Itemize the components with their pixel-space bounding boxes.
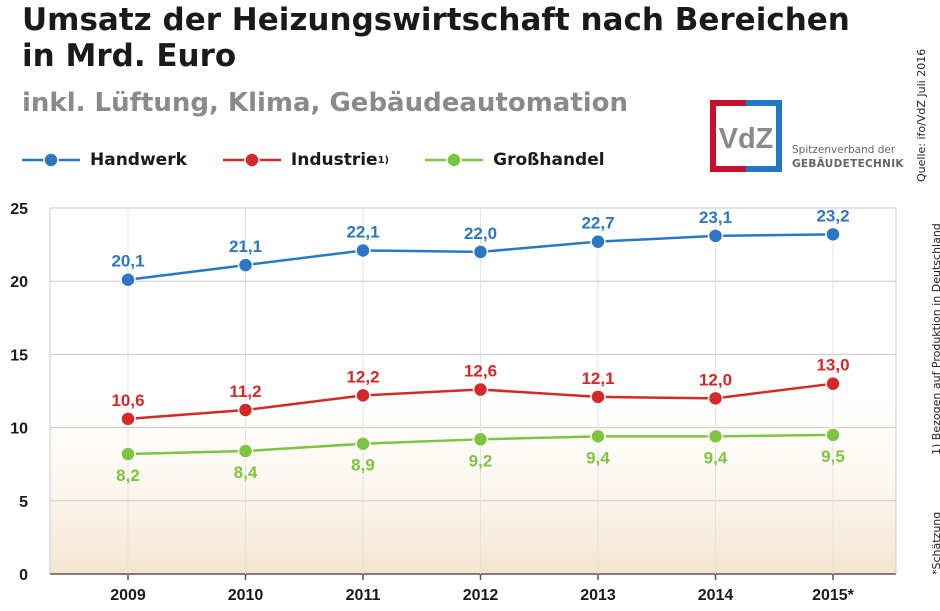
legend: Handwerk Industrie 1) Großhandel: [22, 146, 641, 174]
data-label: 23,1: [699, 208, 732, 227]
page-title: Umsatz der Heizungswirtschaft nach Berei…: [22, 2, 850, 74]
legend-item-grosshandel: Großhandel: [425, 150, 605, 170]
data-label: 12,1: [581, 369, 614, 388]
plot-background: [50, 398, 896, 574]
legend-label-industrie: Industrie: [290, 150, 378, 170]
data-point: [120, 411, 136, 427]
y-tick-label: 5: [19, 494, 28, 511]
data-point: [825, 226, 841, 243]
data-label: 10,6: [111, 391, 144, 410]
data-label: 12,2: [346, 367, 379, 386]
data-point: [707, 228, 724, 244]
estimate-note: *Schätzung: [930, 511, 940, 575]
series-points: [120, 226, 841, 462]
data-point: [237, 443, 254, 459]
data-label: 23,2: [816, 206, 849, 225]
y-tick-label: 20: [10, 274, 28, 291]
line-chart: 0 5 10 15 20 25 2009 2010 2011 2012 2013 2014 2015*…: [10, 201, 897, 604]
data-point: [707, 428, 724, 445]
data-point: [237, 257, 254, 273]
vdz-logo-mark: VdZ: [719, 123, 774, 155]
data-point: [355, 435, 371, 452]
data-point: [590, 233, 606, 250]
data-point: [707, 390, 724, 407]
y-tick-label: 0: [19, 567, 28, 584]
y-tick-label: 10: [10, 421, 28, 438]
x-tick-label: 2011: [346, 587, 381, 604]
legend-item-industrie: Industrie 1): [222, 150, 390, 170]
x-tick-label: 2012: [463, 587, 499, 604]
data-label: 9,4: [586, 448, 610, 467]
data-point: [825, 427, 841, 443]
legend-item-handwerk: Handwerk: [22, 150, 187, 170]
legend-marker-industrie: [222, 152, 281, 168]
data-label: 8,9: [351, 456, 375, 475]
data-label: 9,5: [821, 447, 845, 466]
data-labels: 20,1 21,1 22,1 22,0 22,7 23,1 23,2 10,6 11,2 12,2…: [111, 206, 849, 485]
data-label: 8,2: [116, 466, 140, 485]
page-subtitle: inkl. Lüftung, Klima, Gebäudeautomation: [22, 88, 629, 118]
data-label: 8,4: [234, 463, 258, 482]
legend-marker-handwerk: [22, 152, 80, 168]
vdz-logo: VdZ: [710, 100, 782, 172]
data-point: [472, 381, 489, 398]
data-point: [472, 431, 489, 448]
data-label: 9,2: [469, 451, 493, 470]
y-axis-ticks: 0 5 10 15 20 25: [10, 201, 28, 584]
logo-text: Spitzenverband der GEBÄUDETECHNIK: [792, 143, 912, 171]
data-point: [472, 244, 489, 260]
legend-label-handwerk: Handwerk: [90, 150, 187, 170]
source-note: Quelle: ifo/VdZ Juli 2016: [915, 48, 928, 182]
data-point: [355, 242, 371, 259]
data-point: [120, 271, 136, 288]
data-label: 13,0: [816, 356, 849, 375]
footnote-note: 1) Bezogen auf Produktion in Deutschland: [930, 223, 940, 455]
legend-label-grosshandel: Großhandel: [493, 150, 605, 170]
y-tick-label: 15: [10, 347, 28, 364]
x-tick-label: 2013: [580, 587, 616, 604]
data-label: 22,7: [581, 214, 614, 233]
data-point: [355, 387, 371, 404]
logo-text-line1: Spitzenverband der: [792, 144, 896, 156]
x-tick-label: 2009: [110, 587, 146, 604]
legend-label-industrie-footnote: 1): [377, 154, 390, 166]
data-label: 9,4: [704, 448, 728, 467]
data-label: 20,1: [111, 252, 144, 271]
data-label: 22,0: [464, 224, 497, 243]
x-tick-label: 2015*: [812, 587, 855, 604]
data-label: 22,1: [346, 222, 379, 241]
logo-text-line2: GEBÄUDETECHNIK: [792, 158, 904, 170]
x-tick-label: 2014: [698, 587, 734, 604]
data-point: [590, 389, 606, 405]
x-axis-ticks: 2009 2010 2011 2012 2013 2014 2015*: [110, 574, 855, 604]
y-tick-label: 25: [10, 201, 28, 218]
data-point: [825, 375, 841, 392]
data-label: 12,6: [464, 362, 497, 381]
data-label: 12,0: [699, 370, 732, 389]
legend-marker-grosshandel: [425, 152, 484, 168]
data-point: [590, 428, 606, 445]
data-label: 21,1: [229, 237, 262, 256]
data-point: [237, 402, 254, 418]
data-point: [120, 446, 136, 462]
x-tick-label: 2010: [228, 587, 264, 604]
data-label: 11,2: [229, 382, 261, 401]
